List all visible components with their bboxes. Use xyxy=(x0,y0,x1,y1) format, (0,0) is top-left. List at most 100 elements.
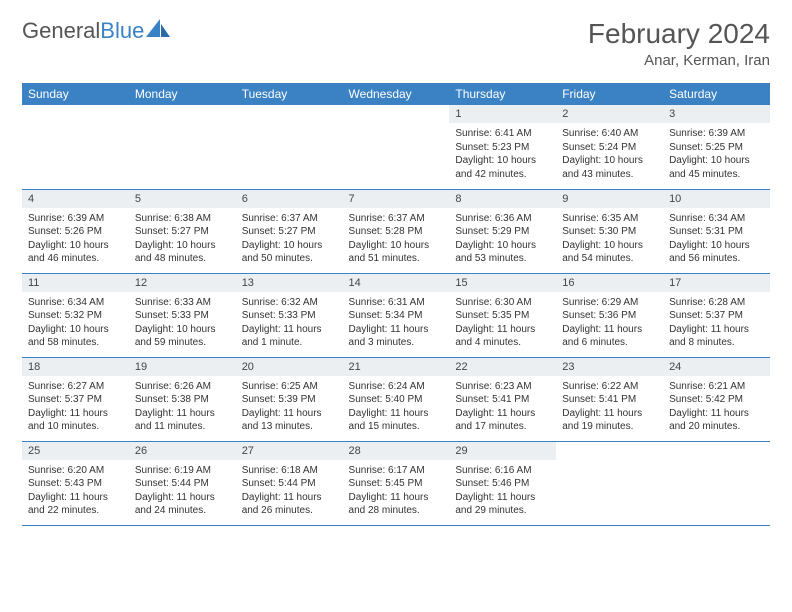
calendar-row: 11Sunrise: 6:34 AMSunset: 5:32 PMDayligh… xyxy=(22,273,770,357)
day-detail: Sunrise: 6:33 AMSunset: 5:33 PMDaylight:… xyxy=(129,292,236,354)
weekday-header: Sunday xyxy=(22,83,129,105)
calendar-body: 1Sunrise: 6:41 AMSunset: 5:23 PMDaylight… xyxy=(22,105,770,525)
calendar-cell: 14Sunrise: 6:31 AMSunset: 5:34 PMDayligh… xyxy=(343,273,450,357)
calendar-cell: 22Sunrise: 6:23 AMSunset: 5:41 PMDayligh… xyxy=(449,357,556,441)
day-number: 25 xyxy=(22,442,129,460)
location-label: Anar, Kerman, Iran xyxy=(588,52,770,69)
weekday-header-row: SundayMondayTuesdayWednesdayThursdayFrid… xyxy=(22,83,770,105)
calendar-cell: 6Sunrise: 6:37 AMSunset: 5:27 PMDaylight… xyxy=(236,189,343,273)
calendar-row: 18Sunrise: 6:27 AMSunset: 5:37 PMDayligh… xyxy=(22,357,770,441)
calendar-cell: 29Sunrise: 6:16 AMSunset: 5:46 PMDayligh… xyxy=(449,441,556,525)
calendar-cell: 1Sunrise: 6:41 AMSunset: 5:23 PMDaylight… xyxy=(449,105,556,189)
day-detail: Sunrise: 6:20 AMSunset: 5:43 PMDaylight:… xyxy=(22,460,129,522)
day-detail: Sunrise: 6:32 AMSunset: 5:33 PMDaylight:… xyxy=(236,292,343,354)
weekday-header: Wednesday xyxy=(343,83,450,105)
day-detail: Sunrise: 6:34 AMSunset: 5:32 PMDaylight:… xyxy=(22,292,129,354)
weekday-header: Tuesday xyxy=(236,83,343,105)
calendar-cell: 2Sunrise: 6:40 AMSunset: 5:24 PMDaylight… xyxy=(556,105,663,189)
day-detail: Sunrise: 6:17 AMSunset: 5:45 PMDaylight:… xyxy=(343,460,450,522)
day-number: 26 xyxy=(129,442,236,460)
day-detail: Sunrise: 6:37 AMSunset: 5:28 PMDaylight:… xyxy=(343,208,450,270)
calendar-cell: 12Sunrise: 6:33 AMSunset: 5:33 PMDayligh… xyxy=(129,273,236,357)
day-number: 3 xyxy=(663,105,770,123)
calendar-cell: 13Sunrise: 6:32 AMSunset: 5:33 PMDayligh… xyxy=(236,273,343,357)
day-number: 4 xyxy=(22,190,129,208)
day-number: 15 xyxy=(449,274,556,292)
brand-logo: GeneralBlue xyxy=(22,18,172,44)
calendar-cell: 20Sunrise: 6:25 AMSunset: 5:39 PMDayligh… xyxy=(236,357,343,441)
day-detail: Sunrise: 6:24 AMSunset: 5:40 PMDaylight:… xyxy=(343,376,450,438)
day-detail: Sunrise: 6:28 AMSunset: 5:37 PMDaylight:… xyxy=(663,292,770,354)
day-detail: Sunrise: 6:30 AMSunset: 5:35 PMDaylight:… xyxy=(449,292,556,354)
calendar-cell: 10Sunrise: 6:34 AMSunset: 5:31 PMDayligh… xyxy=(663,189,770,273)
calendar-row: 4Sunrise: 6:39 AMSunset: 5:26 PMDaylight… xyxy=(22,189,770,273)
day-number: 16 xyxy=(556,274,663,292)
calendar-cell: 21Sunrise: 6:24 AMSunset: 5:40 PMDayligh… xyxy=(343,357,450,441)
day-detail: Sunrise: 6:22 AMSunset: 5:41 PMDaylight:… xyxy=(556,376,663,438)
day-number: 28 xyxy=(343,442,450,460)
header: GeneralBlue February 2024 Anar, Kerman, … xyxy=(22,18,770,69)
calendar-cell: 9Sunrise: 6:35 AMSunset: 5:30 PMDaylight… xyxy=(556,189,663,273)
day-detail: Sunrise: 6:39 AMSunset: 5:25 PMDaylight:… xyxy=(663,123,770,185)
day-detail: Sunrise: 6:16 AMSunset: 5:46 PMDaylight:… xyxy=(449,460,556,522)
day-number: 14 xyxy=(343,274,450,292)
day-number: 10 xyxy=(663,190,770,208)
day-number: 2 xyxy=(556,105,663,123)
calendar-cell: 23Sunrise: 6:22 AMSunset: 5:41 PMDayligh… xyxy=(556,357,663,441)
weekday-header: Friday xyxy=(556,83,663,105)
weekday-header: Saturday xyxy=(663,83,770,105)
day-number: 11 xyxy=(22,274,129,292)
day-number: 23 xyxy=(556,358,663,376)
day-detail: Sunrise: 6:29 AMSunset: 5:36 PMDaylight:… xyxy=(556,292,663,354)
day-detail: Sunrise: 6:23 AMSunset: 5:41 PMDaylight:… xyxy=(449,376,556,438)
day-number: 6 xyxy=(236,190,343,208)
day-detail: Sunrise: 6:39 AMSunset: 5:26 PMDaylight:… xyxy=(22,208,129,270)
calendar-cell: 16Sunrise: 6:29 AMSunset: 5:36 PMDayligh… xyxy=(556,273,663,357)
day-number: 19 xyxy=(129,358,236,376)
day-detail: Sunrise: 6:37 AMSunset: 5:27 PMDaylight:… xyxy=(236,208,343,270)
day-number: 29 xyxy=(449,442,556,460)
day-detail: Sunrise: 6:18 AMSunset: 5:44 PMDaylight:… xyxy=(236,460,343,522)
day-number: 7 xyxy=(343,190,450,208)
calendar-cell: 8Sunrise: 6:36 AMSunset: 5:29 PMDaylight… xyxy=(449,189,556,273)
day-number: 17 xyxy=(663,274,770,292)
calendar-cell: 17Sunrise: 6:28 AMSunset: 5:37 PMDayligh… xyxy=(663,273,770,357)
day-number: 21 xyxy=(343,358,450,376)
calendar-cell: 27Sunrise: 6:18 AMSunset: 5:44 PMDayligh… xyxy=(236,441,343,525)
day-detail: Sunrise: 6:27 AMSunset: 5:37 PMDaylight:… xyxy=(22,376,129,438)
calendar-cell: 19Sunrise: 6:26 AMSunset: 5:38 PMDayligh… xyxy=(129,357,236,441)
calendar-cell: 25Sunrise: 6:20 AMSunset: 5:43 PMDayligh… xyxy=(22,441,129,525)
day-detail: Sunrise: 6:41 AMSunset: 5:23 PMDaylight:… xyxy=(449,123,556,185)
day-detail: Sunrise: 6:19 AMSunset: 5:44 PMDaylight:… xyxy=(129,460,236,522)
weekday-header: Monday xyxy=(129,83,236,105)
day-detail: Sunrise: 6:21 AMSunset: 5:42 PMDaylight:… xyxy=(663,376,770,438)
sail-icon xyxy=(146,19,172,44)
day-number: 1 xyxy=(449,105,556,123)
calendar-cell xyxy=(343,105,450,189)
calendar-cell xyxy=(663,441,770,525)
day-detail: Sunrise: 6:40 AMSunset: 5:24 PMDaylight:… xyxy=(556,123,663,185)
day-number: 8 xyxy=(449,190,556,208)
day-detail: Sunrise: 6:25 AMSunset: 5:39 PMDaylight:… xyxy=(236,376,343,438)
calendar-table: SundayMondayTuesdayWednesdayThursdayFrid… xyxy=(22,83,770,526)
day-number: 5 xyxy=(129,190,236,208)
calendar-cell: 5Sunrise: 6:38 AMSunset: 5:27 PMDaylight… xyxy=(129,189,236,273)
brand-part1: General xyxy=(22,18,100,44)
calendar-cell: 24Sunrise: 6:21 AMSunset: 5:42 PMDayligh… xyxy=(663,357,770,441)
day-detail: Sunrise: 6:26 AMSunset: 5:38 PMDaylight:… xyxy=(129,376,236,438)
calendar-cell xyxy=(22,105,129,189)
calendar-cell: 26Sunrise: 6:19 AMSunset: 5:44 PMDayligh… xyxy=(129,441,236,525)
day-detail: Sunrise: 6:31 AMSunset: 5:34 PMDaylight:… xyxy=(343,292,450,354)
page-title: February 2024 xyxy=(588,18,770,50)
calendar-cell: 11Sunrise: 6:34 AMSunset: 5:32 PMDayligh… xyxy=(22,273,129,357)
day-number: 27 xyxy=(236,442,343,460)
day-number: 20 xyxy=(236,358,343,376)
calendar-cell: 4Sunrise: 6:39 AMSunset: 5:26 PMDaylight… xyxy=(22,189,129,273)
day-number: 12 xyxy=(129,274,236,292)
calendar-cell: 28Sunrise: 6:17 AMSunset: 5:45 PMDayligh… xyxy=(343,441,450,525)
day-number: 22 xyxy=(449,358,556,376)
day-number: 9 xyxy=(556,190,663,208)
calendar-cell xyxy=(236,105,343,189)
calendar-cell: 18Sunrise: 6:27 AMSunset: 5:37 PMDayligh… xyxy=(22,357,129,441)
calendar-cell: 7Sunrise: 6:37 AMSunset: 5:28 PMDaylight… xyxy=(343,189,450,273)
